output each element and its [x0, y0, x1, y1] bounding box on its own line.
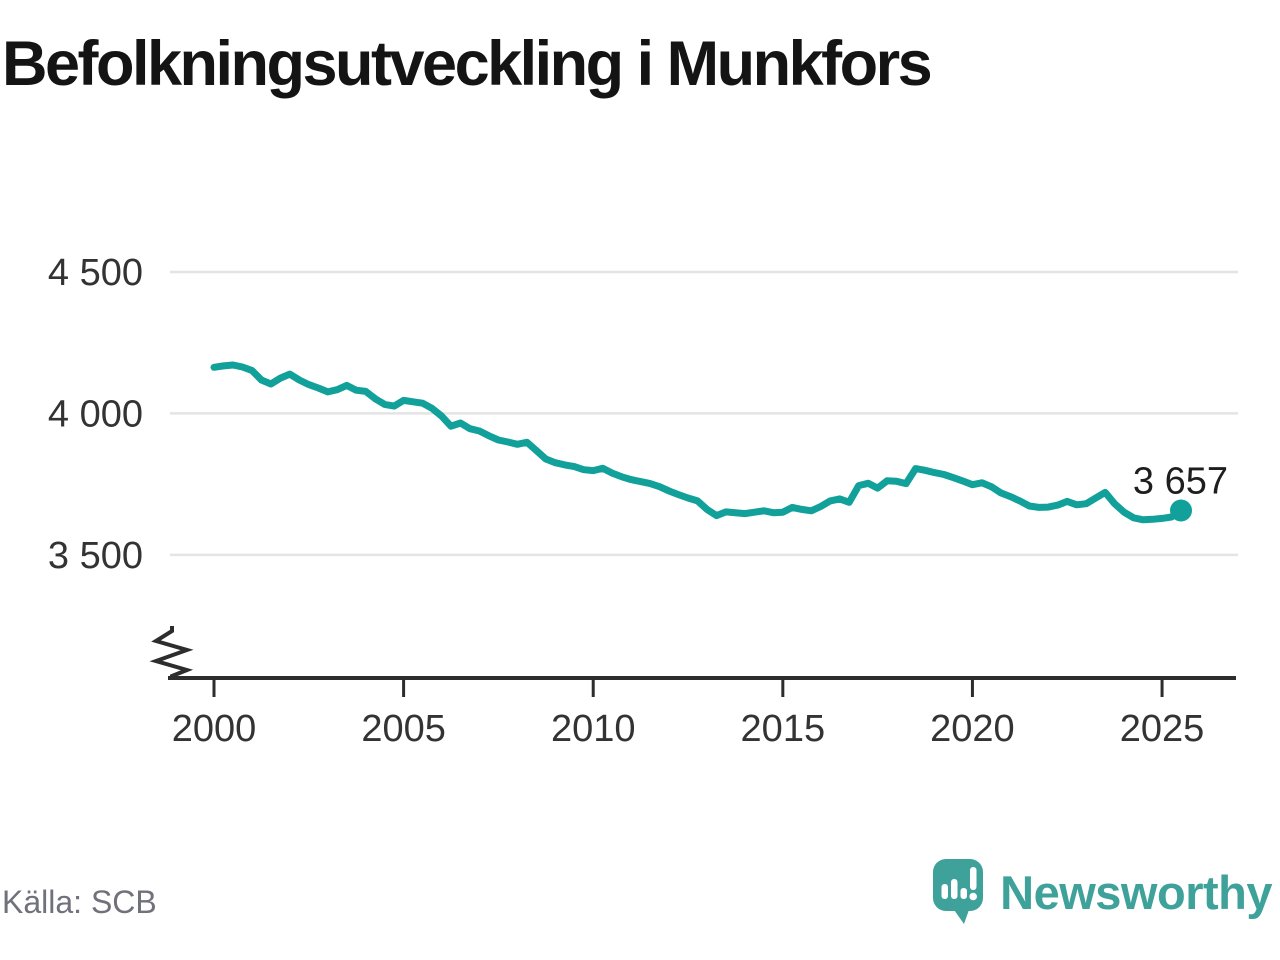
- page-title: Befolkningsutveckling i Munkfors: [2, 29, 933, 99]
- y-axis-break-zigzag-icon: [149, 626, 194, 678]
- x-tick-label: 2020: [930, 708, 1015, 750]
- last-value-label: 3 657: [1133, 461, 1228, 503]
- x-tick-label: 2005: [361, 708, 446, 750]
- x-tick-label: 2010: [551, 708, 636, 750]
- y-tick-label: 3 500: [48, 535, 143, 577]
- population-line-chart: 3 500 4 000 4 500 2000 2005 2010 2015 2020 2025…: [48, 252, 1238, 750]
- x-axis: 2000 2005 2010 2015 2020 2025: [149, 626, 1236, 750]
- y-tick-label: 4 500: [48, 252, 143, 294]
- y-axis-labels: 3 500 4 000 4 500: [48, 252, 143, 577]
- y-tick-label: 4 000: [48, 393, 143, 435]
- population-line: [210, 361, 1185, 524]
- speech-bubble-bar-chart-icon: [933, 859, 984, 924]
- x-tick-label: 2025: [1120, 708, 1205, 750]
- source-note: Källa: SCB: [2, 884, 157, 920]
- newsworthy-wordmark: Newsworthy: [1000, 865, 1272, 919]
- last-point-marker: [1170, 499, 1192, 522]
- newsworthy-logo: Newsworthy: [932, 858, 1272, 926]
- x-tick-label: 2015: [741, 708, 826, 750]
- x-axis-tick-labels: 2000 2005 2010 2015 2020 2025: [172, 708, 1205, 750]
- gridlines: [170, 270, 1238, 557]
- x-axis-ticks: [212, 678, 1164, 697]
- x-tick-label: 2000: [172, 708, 257, 750]
